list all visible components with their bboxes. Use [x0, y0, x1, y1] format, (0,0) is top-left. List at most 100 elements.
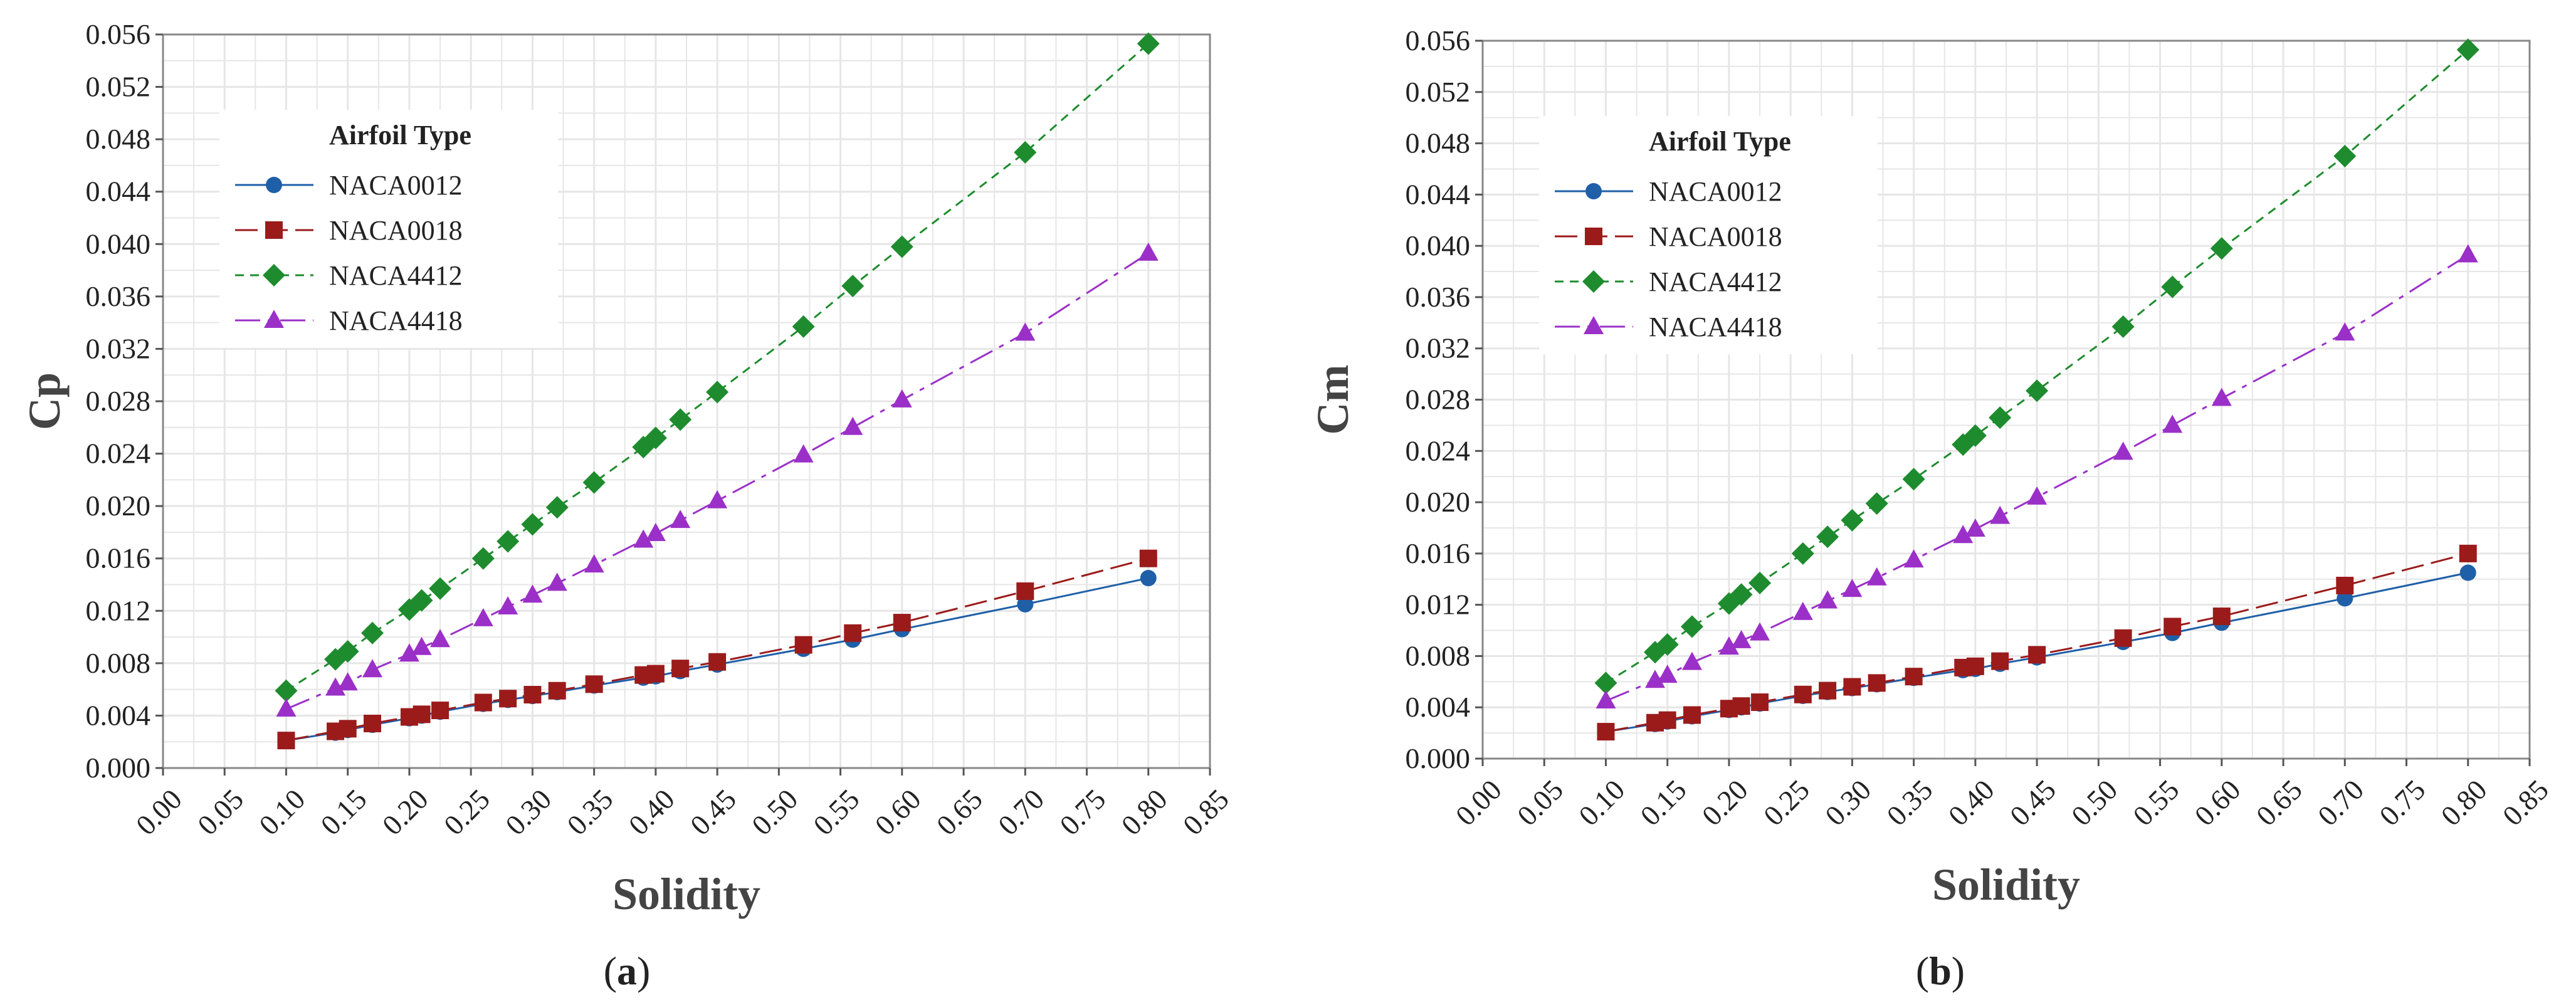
x-tick-label: 0.15 [315, 783, 373, 841]
data-point [2161, 275, 2184, 298]
y-tick-label: 0.044 [1406, 178, 1471, 210]
data-point [1791, 542, 1814, 565]
caption-letter: b [1929, 949, 1952, 993]
caption-close: ) [637, 949, 650, 993]
data-point [411, 636, 432, 655]
data-point [1965, 518, 1985, 537]
data-point [2210, 237, 2233, 260]
y-axis-title: Cm [1308, 365, 1358, 435]
data-point [1016, 582, 1034, 600]
data-point [1730, 583, 1753, 606]
data-point [2459, 564, 2476, 581]
legend-label: NACA4418 [329, 305, 463, 336]
y-tick-label: 0.032 [86, 332, 151, 364]
data-point [1748, 571, 1772, 594]
chart-panel-b: 0.000 0.004 0.008 0.012 0.016 0.020 0.024 0.028… [1308, 24, 2555, 910]
data-point [1819, 681, 1837, 700]
data-point [1953, 525, 1974, 544]
data-point [1140, 570, 1157, 587]
data-point [1139, 549, 1157, 567]
legend-item: NACA0018 [1555, 221, 1782, 252]
data-point [2111, 315, 2135, 338]
legend: Airfoil Type NACA0012 NACA0018 NACA4412 NACA… [219, 110, 558, 348]
data-point [1903, 549, 1924, 568]
series-line [285, 252, 1149, 710]
data-point [2212, 608, 2231, 626]
x-tick-label: 0.35 [561, 783, 619, 841]
data-point [891, 389, 912, 408]
data-point [707, 490, 728, 508]
y-tick-label: 0.056 [1406, 24, 1471, 56]
data-point [1842, 579, 1863, 597]
data-point [792, 315, 815, 338]
x-tick-label: 0.75 [2373, 774, 2431, 832]
data-point [1843, 678, 1861, 696]
data-point [364, 714, 381, 732]
data-point [1017, 596, 1034, 613]
y-tick-label: 0.048 [1406, 127, 1471, 159]
x-tick-label: 0.75 [1053, 783, 1112, 841]
y-tick-label: 0.048 [86, 123, 151, 155]
data-point [1015, 322, 1036, 341]
series-naca4412 [275, 32, 1160, 702]
data-point [1865, 492, 1888, 515]
data-point [1594, 671, 1617, 695]
y-axis-title: Cp [19, 372, 70, 430]
data-point [669, 408, 692, 431]
data-point [498, 596, 518, 615]
data-point [410, 589, 433, 612]
data-point [2335, 322, 2355, 341]
data-point [1817, 590, 1838, 609]
x-tick-label: 0.65 [2250, 774, 2308, 832]
x-tick-label: 0.20 [1696, 774, 1754, 832]
data-point [1750, 622, 1770, 641]
data-point [2211, 387, 2232, 406]
data-point [1902, 468, 1925, 491]
y-tick-label: 0.032 [1406, 332, 1471, 364]
data-point [584, 554, 604, 573]
data-point [1683, 706, 1701, 724]
x-tick-label: 0.15 [1634, 774, 1693, 832]
data-point [1751, 693, 1769, 712]
data-point [1905, 668, 1923, 686]
legend-item: NACA0012 [235, 170, 463, 201]
data-point [325, 677, 346, 696]
data-point [2459, 544, 2477, 562]
data-point [2162, 414, 2183, 433]
y-tick-label: 0.028 [86, 385, 151, 417]
y-tick-label: 0.044 [86, 176, 151, 208]
data-point [1656, 633, 1679, 656]
x-tick-label: 0.55 [807, 783, 865, 841]
data-point [474, 693, 492, 712]
data-point [499, 690, 517, 708]
y-tick-label: 0.036 [1406, 281, 1471, 313]
y-tick-label: 0.016 [1406, 537, 1471, 569]
data-point [1841, 508, 1864, 532]
data-point [794, 636, 812, 654]
x-tick-label: 0.60 [2189, 774, 2247, 832]
data-point [1794, 685, 1812, 703]
data-point [1645, 670, 1666, 688]
x-tick-label: 0.25 [1757, 774, 1816, 832]
data-point [522, 584, 543, 603]
data-point [1866, 567, 1887, 586]
x-tick-label: 0.65 [930, 783, 989, 841]
data-point [1732, 697, 1750, 715]
legend-title: Airfoil Type [329, 120, 471, 150]
legend-item: NACA4418 [235, 305, 463, 336]
y-tick-label: 0.000 [1406, 742, 1471, 774]
caption-open: ( [1916, 949, 1929, 993]
x-tick-label: 0.10 [1572, 774, 1631, 832]
data-point [646, 665, 665, 683]
legend-marker [265, 221, 283, 239]
legend-marker [266, 177, 282, 193]
series-naca4418 [276, 242, 1159, 717]
x-tick-label: 0.50 [745, 783, 804, 841]
y-tick-label: 0.016 [86, 542, 151, 574]
data-point [337, 672, 358, 691]
legend-label: NACA0018 [329, 215, 463, 246]
data-point [2027, 486, 2048, 505]
data-point [671, 660, 690, 678]
data-point [1657, 665, 1678, 683]
